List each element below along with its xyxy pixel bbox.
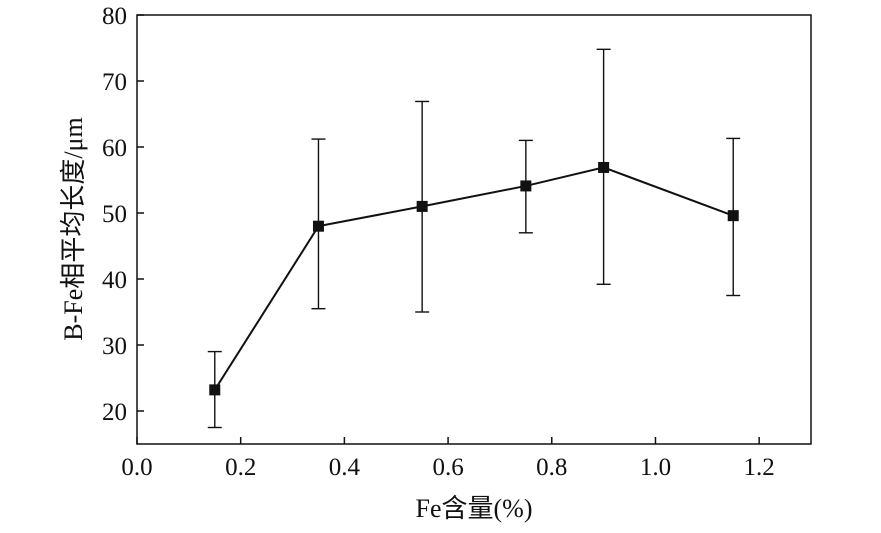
x-tick-label: 0.4 <box>329 454 361 481</box>
series-line <box>213 166 734 391</box>
data-point <box>312 220 324 232</box>
x-tick-label: 1.2 <box>744 454 775 481</box>
data-point <box>520 180 532 192</box>
data-point <box>416 200 428 212</box>
x-tick-label: 0.2 <box>225 454 256 481</box>
x-tick-label: 0.0 <box>121 454 152 481</box>
y-tick-label: 50 <box>102 201 127 228</box>
y-tick-label: 40 <box>102 267 127 294</box>
axis-ticks <box>136 14 760 444</box>
x-tick-label: 0.8 <box>536 454 567 481</box>
x-tick-labels: 0.0 0.2 0.4 0.6 0.8 1.0 1.2 <box>121 454 774 481</box>
y-axis-title: B-Fe相平均长度/μm <box>59 117 88 340</box>
x-axis-title: Fe含量(%) <box>416 494 533 523</box>
x-tick-label: 0.6 <box>432 454 463 481</box>
data-markers <box>209 161 739 396</box>
data-point <box>727 210 739 222</box>
x-tick-label: 1.0 <box>640 454 671 481</box>
y-tick-label: 20 <box>102 399 127 426</box>
plot-frame <box>136 14 812 445</box>
y-tick-label: 30 <box>102 333 127 360</box>
data-point <box>209 384 221 396</box>
error-bars <box>207 48 741 429</box>
y-tick-label: 60 <box>102 135 127 162</box>
y-tick-label: 70 <box>102 69 127 96</box>
y-tick-label: 80 <box>102 3 127 30</box>
y-tick-labels: 20 30 40 50 60 70 80 <box>102 3 127 426</box>
data-point <box>598 161 610 173</box>
series-line-group <box>213 166 734 391</box>
